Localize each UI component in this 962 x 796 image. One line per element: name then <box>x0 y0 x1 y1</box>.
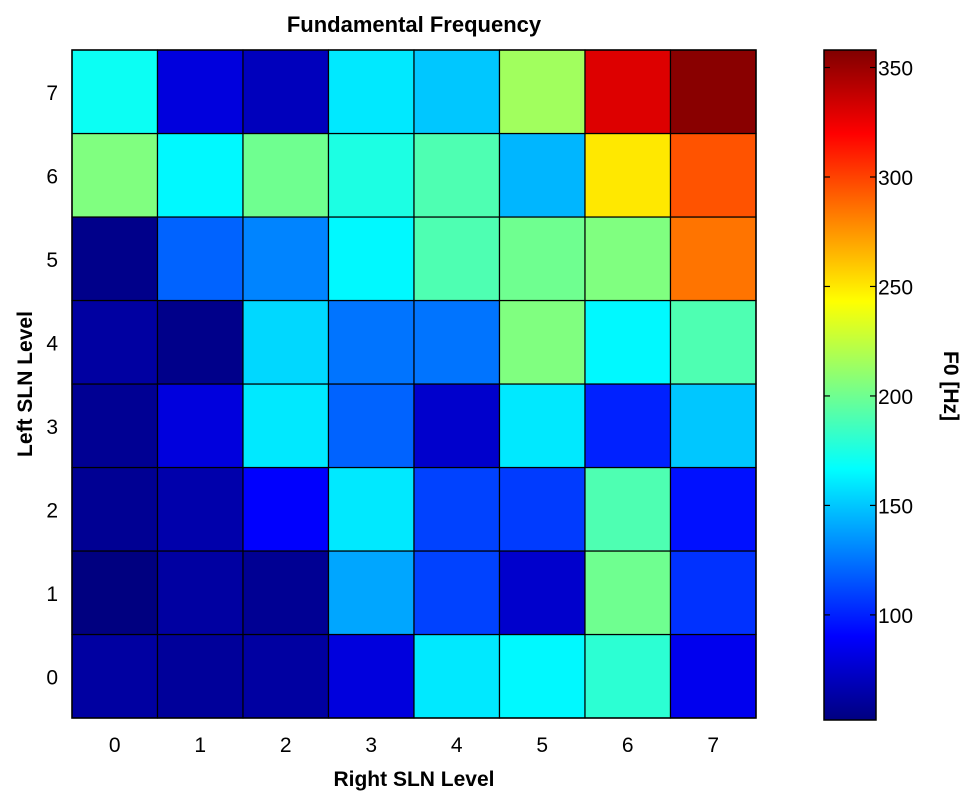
heatmap-cell <box>156 550 244 636</box>
colorbar-ticks: 100 150 200 250 300 350 <box>824 58 913 628</box>
heatmap-cell <box>327 49 415 135</box>
heatmap-cell <box>584 299 672 385</box>
heatmap-cell <box>156 299 244 385</box>
heatmap-cell <box>327 466 415 552</box>
heatmap-cell <box>498 466 586 552</box>
heatmap-cell <box>498 299 586 385</box>
y-tick-labels: 0 1 2 3 4 5 6 7 <box>46 82 58 690</box>
heatmap-cell <box>156 383 244 469</box>
y-tick-label: 2 <box>46 499 58 522</box>
x-tick-label: 3 <box>365 734 377 757</box>
heatmap-cell <box>71 49 159 135</box>
heatmap-cell <box>669 132 757 218</box>
heatmap-cell <box>156 466 244 552</box>
x-tick-label: 1 <box>194 734 206 757</box>
y-tick-label: 1 <box>46 583 58 606</box>
heatmap-cell <box>669 299 757 385</box>
heatmap-cell <box>498 49 586 135</box>
x-tick-label: 7 <box>707 734 719 757</box>
x-tick-label: 0 <box>109 734 121 757</box>
heatmap-cell <box>242 383 330 469</box>
heatmap-cell <box>156 633 244 719</box>
heatmap-cell <box>327 383 415 469</box>
plot-frame <box>71 49 757 719</box>
heatmap-cell <box>71 466 159 552</box>
heatmap-cell <box>584 466 672 552</box>
heatmap-cell <box>413 132 501 218</box>
heatmap-cell <box>242 216 330 302</box>
colorbar <box>823 49 877 721</box>
x-tick-label: 5 <box>536 734 548 757</box>
heatmap-cell <box>71 550 159 636</box>
heatmap-cell <box>413 466 501 552</box>
heatmap-cell <box>669 550 757 636</box>
heatmap-cell <box>71 216 159 302</box>
y-tick-label: 5 <box>46 249 58 272</box>
colorbar-tick-label: 250 <box>878 276 913 299</box>
heatmap-cell <box>242 299 330 385</box>
heatmap-cell <box>327 633 415 719</box>
y-tick-label: 4 <box>46 332 58 355</box>
heatmap-cell <box>413 550 501 636</box>
heatmap-cell <box>71 299 159 385</box>
heatmap-cell <box>669 383 757 469</box>
heatmap-cell <box>327 216 415 302</box>
heatmap-cell <box>584 49 672 135</box>
heatmap-cell <box>71 633 159 719</box>
heatmap-cell <box>584 132 672 218</box>
heatmap-cell <box>71 383 159 469</box>
heatmap-cell <box>584 383 672 469</box>
heatmap-cell <box>242 466 330 552</box>
x-tick-label: 6 <box>622 734 634 757</box>
heatmap-cell <box>584 216 672 302</box>
heatmap-cell <box>71 132 159 218</box>
heatmap-cell <box>669 633 757 719</box>
heatmap-cell <box>327 132 415 218</box>
colorbar-tick-label: 350 <box>878 58 913 81</box>
heatmap-cell <box>584 550 672 636</box>
colorbar-tick-label: 300 <box>878 167 913 190</box>
heatmap-cell <box>413 216 501 302</box>
heatmap-cell <box>669 49 757 135</box>
heatmap-cell <box>242 550 330 636</box>
y-axis-label: Left SLN Level <box>14 311 37 457</box>
heatmap-cell <box>413 633 501 719</box>
heatmap-cell <box>498 132 586 218</box>
heatmap-cell <box>242 132 330 218</box>
heatmap-cell <box>498 550 586 636</box>
heatmap-cells <box>71 49 757 719</box>
heatmap-cell <box>156 132 244 218</box>
heatmap-cell <box>242 633 330 719</box>
heatmap-cell <box>669 216 757 302</box>
colorbar-tick-label: 100 <box>878 605 913 628</box>
heatmap-cell <box>327 299 415 385</box>
y-tick-label: 3 <box>46 416 58 439</box>
colorbar-tick-label: 150 <box>878 495 913 518</box>
y-tick-label: 6 <box>46 165 58 188</box>
heatmap-cell <box>669 466 757 552</box>
heatmap-cell <box>327 550 415 636</box>
heatmap-cell <box>498 633 586 719</box>
y-tick-label: 7 <box>46 82 58 105</box>
colorbar-label: F0 [Hz] <box>939 351 962 421</box>
x-axis-label: Right SLN Level <box>333 768 494 791</box>
x-tick-labels: 0 1 2 3 4 5 6 7 <box>109 734 719 757</box>
x-tick-label: 4 <box>451 734 463 757</box>
heatmap-cell <box>156 49 244 135</box>
heatmap-cell <box>413 49 501 135</box>
colorbar-tick-label: 200 <box>878 386 913 409</box>
heatmap-cell <box>498 216 586 302</box>
chart-title: Fundamental Frequency <box>287 12 542 37</box>
heatmap-cell <box>156 216 244 302</box>
heatmap-cell <box>413 383 501 469</box>
heatmap-cell <box>242 49 330 135</box>
x-tick-label: 2 <box>280 734 292 757</box>
heatmap-cell <box>498 383 586 469</box>
heatmap-cell <box>413 299 501 385</box>
heatmap-cell <box>584 633 672 719</box>
y-tick-label: 0 <box>46 666 58 689</box>
